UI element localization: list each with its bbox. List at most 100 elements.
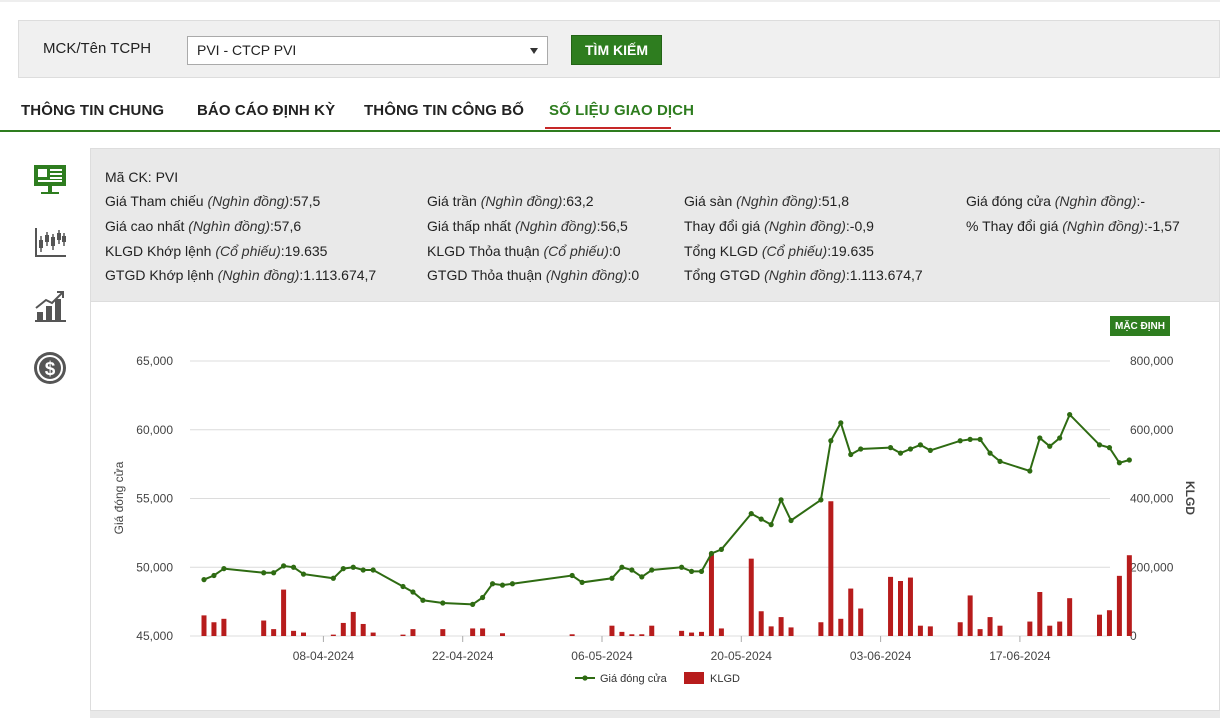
price-point (957, 438, 963, 444)
info-value: :56,5 (596, 218, 628, 234)
price-point (489, 581, 496, 587)
volume-bar (410, 629, 416, 636)
price-point (420, 597, 426, 603)
volume-bar (609, 625, 615, 636)
volume-bar (500, 633, 505, 636)
y2-tick-label: 400,000 (1130, 492, 1174, 506)
volume-bar (778, 617, 784, 636)
price-point (907, 446, 914, 452)
volume-bar (619, 631, 625, 636)
legend-price-label: Giá đóng cửa (600, 673, 668, 685)
volume-bar (1116, 575, 1122, 636)
volume-bar (768, 626, 774, 636)
main-tabs: THÔNG TIN CHUNG BÁO CÁO ĐỊNH KỲ THÔNG TI… (0, 96, 1220, 132)
price-point (1126, 457, 1132, 463)
info-high-price: Giá cao nhất (Nghìn đồng):57,6 (105, 218, 301, 234)
dollar-coin-icon[interactable]: $ (32, 350, 68, 386)
top-divider (0, 0, 1220, 2)
info-label: Tổng GTGD (684, 267, 761, 283)
price-point (360, 567, 366, 573)
volume-bar (350, 611, 356, 636)
axes: 65,000 60,000 55,000 50,000 45,000 800,000 600… (112, 354, 1197, 663)
volume-bar (1126, 555, 1132, 636)
price-point (997, 458, 1003, 464)
volume-bar (758, 611, 764, 636)
info-negotiated-value: GTGD Thỏa thuận (Nghìn đồng):0 (427, 267, 639, 283)
volume-bar (708, 553, 714, 636)
price-point (788, 517, 794, 524)
tab-trading-data[interactable]: SỐ LIỆU GIAO DỊCH (549, 102, 695, 119)
x-tick-label: 22-04-2024 (432, 649, 494, 663)
candlestick-chart-icon[interactable] (32, 224, 68, 260)
volume-bar (1037, 592, 1043, 636)
volume-bar (360, 623, 366, 636)
search-bar: MCK/Tên TCPH PVI - CTCP PVI TÌM KIẾM (18, 20, 1220, 78)
info-floor-price: Giá sàn (Nghìn đồng):51,8 (684, 193, 849, 209)
y2-tick-label: 200,000 (1130, 560, 1174, 574)
default-view-button[interactable]: MẶC ĐỊNH (1110, 316, 1170, 336)
price-point (848, 451, 854, 458)
price-point (897, 450, 904, 456)
price-point (350, 564, 356, 570)
info-label: KLGD Khớp lệnh (105, 243, 212, 259)
volume-bar (679, 630, 685, 636)
price-point (271, 570, 277, 576)
legend-volume-swatch (684, 672, 704, 684)
volume-bar (1097, 614, 1102, 636)
volume-bar (699, 631, 704, 636)
tab-general-info[interactable]: THÔNG TIN CHUNG (21, 102, 165, 119)
info-unit: (Nghìn đồng) (764, 267, 846, 283)
price-point (281, 563, 287, 569)
price-point (708, 550, 715, 557)
info-value: :- (1136, 193, 1146, 209)
legend-volume-label: KLGD (710, 673, 740, 685)
price-point (300, 571, 307, 577)
price-point (977, 436, 983, 442)
info-value: :19.635 (280, 243, 328, 259)
price-point (927, 447, 933, 453)
info-label: Thay đổi giá (684, 218, 761, 234)
tab-disclosures[interactable]: THÔNG TIN CÔNG BỐ (364, 102, 525, 119)
info-unit: (Nghìn đồng) (545, 267, 628, 283)
volume-bar (977, 629, 983, 636)
volume-bar (569, 634, 575, 636)
volume-bar (221, 618, 227, 636)
volume-bar (480, 628, 486, 636)
volume-bar (718, 628, 724, 636)
info-unit: (Nghìn đồng) (1054, 193, 1137, 209)
volume-bar (898, 581, 903, 636)
company-select[interactable]: PVI - CTCP PVI (187, 36, 548, 65)
svg-text:$: $ (45, 359, 56, 380)
info-unit: (Nghìn đồng) (480, 193, 563, 209)
chart-panel (90, 301, 1220, 711)
bar-growth-chart-icon[interactable] (32, 288, 68, 324)
info-unit: (Cổ phiếu) (543, 243, 609, 259)
presentation-board-icon[interactable] (32, 160, 68, 196)
company-select-value: PVI - CTCP PVI (197, 42, 297, 58)
volume-bar (291, 630, 297, 636)
info-label: Tổng KLGD (684, 243, 758, 259)
price-point (778, 497, 784, 503)
tab-periodic-reports[interactable]: BÁO CÁO ĐỊNH KỲ (197, 102, 336, 119)
price-point (440, 600, 446, 606)
search-button[interactable]: TÌM KIẾM (571, 35, 662, 65)
volume-bar (440, 629, 446, 636)
info-unit: (Nghìn đồng) (207, 193, 290, 209)
info-unit: (Nghìn đồng) (736, 193, 818, 209)
price-point (679, 564, 685, 570)
y2-tick-label: 0 (1130, 629, 1137, 643)
volume-bar (201, 615, 207, 636)
info-label: Giá thấp nhất (427, 218, 512, 234)
info-matched-volume: KLGD Khớp lệnh (Cổ phiếu):19.635 (105, 243, 327, 259)
info-close-price: Giá đóng cửa (Nghìn đồng):- (966, 193, 1145, 209)
info-negotiated-volume: KLGD Thỏa thuận (Cổ phiếu):0 (427, 243, 621, 259)
price-point (619, 564, 625, 570)
price-point (1106, 445, 1113, 451)
y-tick-label: 45,000 (136, 629, 173, 643)
price-point (1037, 435, 1043, 441)
price-point (1096, 442, 1103, 448)
info-label: Giá đóng cửa (966, 193, 1051, 209)
price-point (370, 567, 376, 573)
volume-bar (987, 617, 993, 636)
volume-bar (1027, 621, 1033, 636)
